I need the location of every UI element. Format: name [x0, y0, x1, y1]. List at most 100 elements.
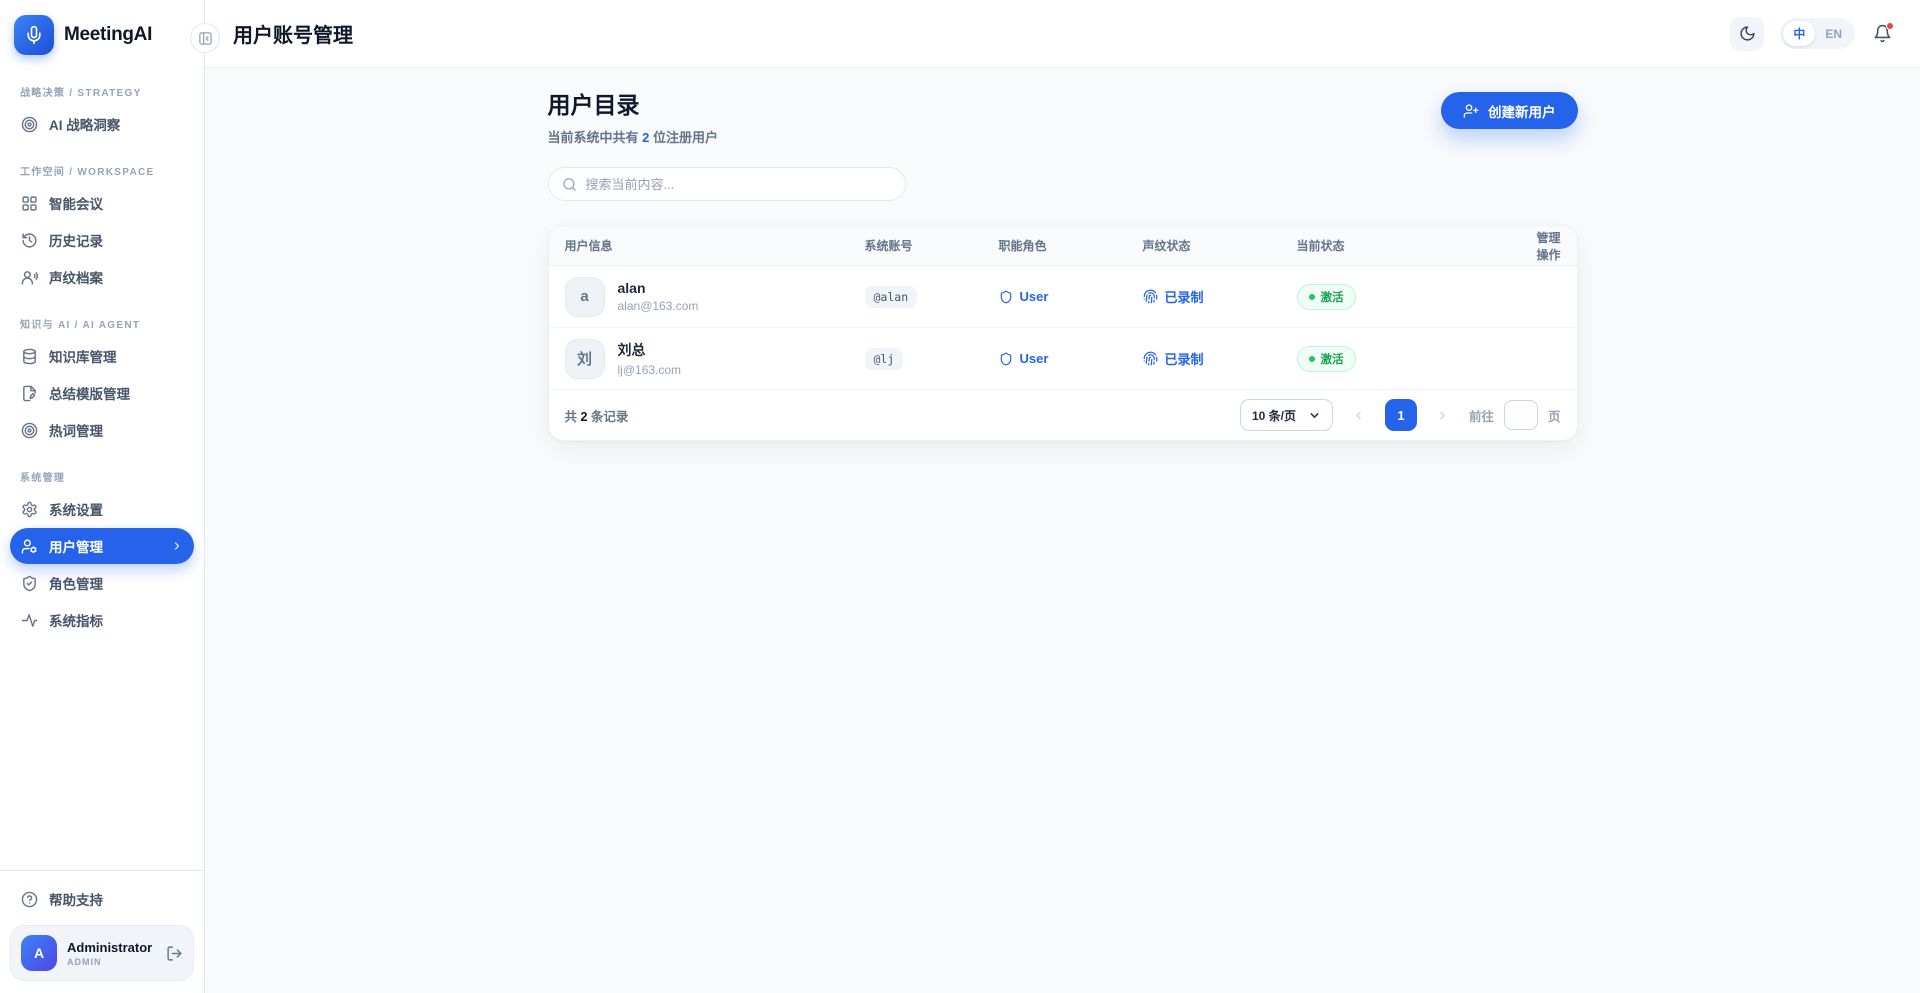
- shield-check-icon: [21, 575, 38, 592]
- notifications-button[interactable]: [1871, 22, 1894, 45]
- search-input[interactable]: [585, 176, 892, 192]
- mic-icon: [24, 25, 44, 45]
- table-row[interactable]: a alan alan@163.com @alan User: [548, 266, 1577, 328]
- language-toggle: 中 EN: [1780, 18, 1855, 49]
- next-page-button[interactable]: [1427, 399, 1459, 431]
- sidebar-item-system-settings[interactable]: 系统设置: [10, 491, 194, 527]
- sidebar-item-knowledge-base[interactable]: 知识库管理: [10, 338, 194, 374]
- voice-status-cell: 已录制: [1143, 287, 1297, 306]
- sidebar-item-history[interactable]: 历史记录: [10, 222, 194, 258]
- table-header: 用户信息 系统账号 职能角色 声纹状态 当前状态 管理操作: [548, 226, 1577, 266]
- page-title: 用户账号管理: [233, 25, 353, 47]
- content: 用户目录 当前系统中共有 2 位注册用户 创建新用户: [205, 68, 1920, 993]
- user-voice-icon: [21, 269, 38, 286]
- logout-icon[interactable]: [166, 945, 183, 962]
- page-size-select[interactable]: 10 条/页: [1239, 399, 1333, 431]
- record-count-suffix: 条记录: [587, 409, 629, 424]
- sidebar-item-summary-template[interactable]: 总结模版管理: [10, 375, 194, 411]
- account-handle: @alan: [864, 285, 918, 308]
- sidebar-item-system-metrics[interactable]: 系统指标: [10, 602, 194, 638]
- user-name: 刘总: [617, 342, 646, 358]
- moon-icon: [1739, 25, 1756, 42]
- table-footer: 共 2 条记录 10 条/页: [549, 390, 1577, 440]
- col-header-status: 当前状态: [1296, 239, 1345, 253]
- sidebar-item-label: 系统指标: [49, 614, 103, 629]
- pagination: 10 条/页 1: [1239, 399, 1561, 431]
- lang-option-en[interactable]: EN: [1825, 26, 1842, 41]
- sidebar-item-label: 角色管理: [49, 577, 103, 592]
- chevron-right-icon: [1436, 409, 1449, 422]
- chevron-left-icon: [1352, 409, 1365, 422]
- database-icon: [21, 348, 38, 365]
- search-box[interactable]: [547, 167, 906, 201]
- sidebar-item-ai-strategy[interactable]: AI 战略洞察: [10, 106, 194, 142]
- dark-mode-toggle[interactable]: [1730, 16, 1765, 51]
- fingerprint-icon: [1143, 289, 1158, 304]
- shield-icon: [999, 352, 1013, 366]
- page-number-button[interactable]: 1: [1384, 399, 1417, 431]
- sidebar-item-role-management[interactable]: 角色管理: [10, 565, 194, 601]
- user-plus-icon: [1463, 103, 1479, 119]
- avatar: 刘: [564, 338, 605, 379]
- section-label-strategy: 战略决策 / STRATEGY: [20, 88, 142, 99]
- sidebar-item-user-management[interactable]: 用户管理: [10, 528, 194, 564]
- sidebar-item-smart-meeting[interactable]: 智能会议: [10, 185, 194, 221]
- subtitle-suffix: 位注册用户: [649, 130, 718, 145]
- user-identity: alan alan@163.com: [618, 280, 699, 313]
- notification-dot: [1886, 22, 1894, 30]
- user-meta: Administrator ADMIN: [67, 940, 156, 967]
- role-cell: User: [999, 289, 1143, 304]
- prev-page-button[interactable]: [1343, 399, 1375, 431]
- status-label: 激活: [1320, 353, 1344, 366]
- table-row[interactable]: 刘 刘总 lj@163.com @lj User: [548, 328, 1577, 390]
- status-dot: [1308, 355, 1315, 362]
- sidebar-item-hotwords[interactable]: 热词管理: [10, 412, 194, 448]
- record-count-prefix: 共: [564, 409, 581, 424]
- account-handle: @lj: [864, 347, 904, 370]
- grid-icon: [21, 195, 38, 212]
- sidebar-item-label: 系统设置: [49, 503, 103, 518]
- user-name: Administrator: [67, 939, 153, 955]
- section-label-workspace: 工作空间 / WORKSPACE: [20, 167, 155, 178]
- user-table-card: 用户信息 系统账号 职能角色 声纹状态 当前状态 管理操作 a alan ala…: [547, 225, 1578, 441]
- create-user-button[interactable]: 创建新用户: [1441, 92, 1578, 129]
- status-badge: 激活: [1296, 345, 1356, 372]
- sidebar-nav: 战略决策 / STRATEGY AI 战略洞察 工作空间 / WORKSPACE…: [0, 63, 204, 870]
- sidebar-item-label: 智能会议: [49, 197, 103, 212]
- brand-name: MeetingAI: [64, 24, 153, 45]
- user-role-badge: ADMIN: [67, 956, 102, 967]
- sidebar-item-label: 用户管理: [49, 540, 103, 555]
- goto-page-input[interactable]: [1503, 400, 1538, 430]
- user-profile-card[interactable]: A Administrator ADMIN: [10, 925, 194, 981]
- user-identity: 刘总 lj@163.com: [618, 340, 682, 377]
- sidebar-item-voiceprint-archive[interactable]: 声纹档案: [10, 259, 194, 295]
- activity-icon: [21, 612, 38, 629]
- main-area: 用户账号管理 中 EN 用户目录: [205, 0, 1920, 993]
- sidebar: MeetingAI 战略决策 / STRATEGY AI 战略洞察 工作空间 /…: [0, 0, 205, 993]
- chevron-down-icon: [1308, 409, 1321, 422]
- sidebar-item-label: 知识库管理: [49, 350, 117, 365]
- section-label-system: 系统管理: [20, 473, 66, 484]
- col-header-user: 用户信息: [564, 239, 613, 253]
- goto-suffix-label: 页: [1547, 409, 1561, 424]
- sidebar-item-label: 历史记录: [49, 234, 103, 249]
- status-badge: 激活: [1296, 283, 1356, 310]
- target-icon: [21, 116, 38, 133]
- chevron-right-icon: [171, 540, 183, 552]
- help-label: 帮助支持: [49, 893, 103, 908]
- subtitle-prefix: 当前系统中共有: [547, 130, 643, 145]
- help-icon: [21, 891, 38, 908]
- lang-option-zh[interactable]: 中: [1783, 21, 1816, 46]
- search-icon: [562, 177, 577, 192]
- page-head-text: 用户目录 当前系统中共有 2 位注册用户: [548, 86, 718, 146]
- section-title: 用户目录: [547, 92, 640, 118]
- role-label: User: [1019, 289, 1049, 304]
- sidebar-collapse-button[interactable]: [190, 23, 220, 53]
- create-user-label: 创建新用户: [1488, 104, 1556, 120]
- sidebar-item-label: 声纹档案: [49, 271, 103, 286]
- voice-status-label: 已录制: [1164, 290, 1204, 305]
- sidebar-item-help[interactable]: 帮助支持: [10, 881, 194, 917]
- bell-icon: [1873, 24, 1892, 43]
- shield-icon: [999, 290, 1013, 304]
- status-dot: [1308, 293, 1315, 300]
